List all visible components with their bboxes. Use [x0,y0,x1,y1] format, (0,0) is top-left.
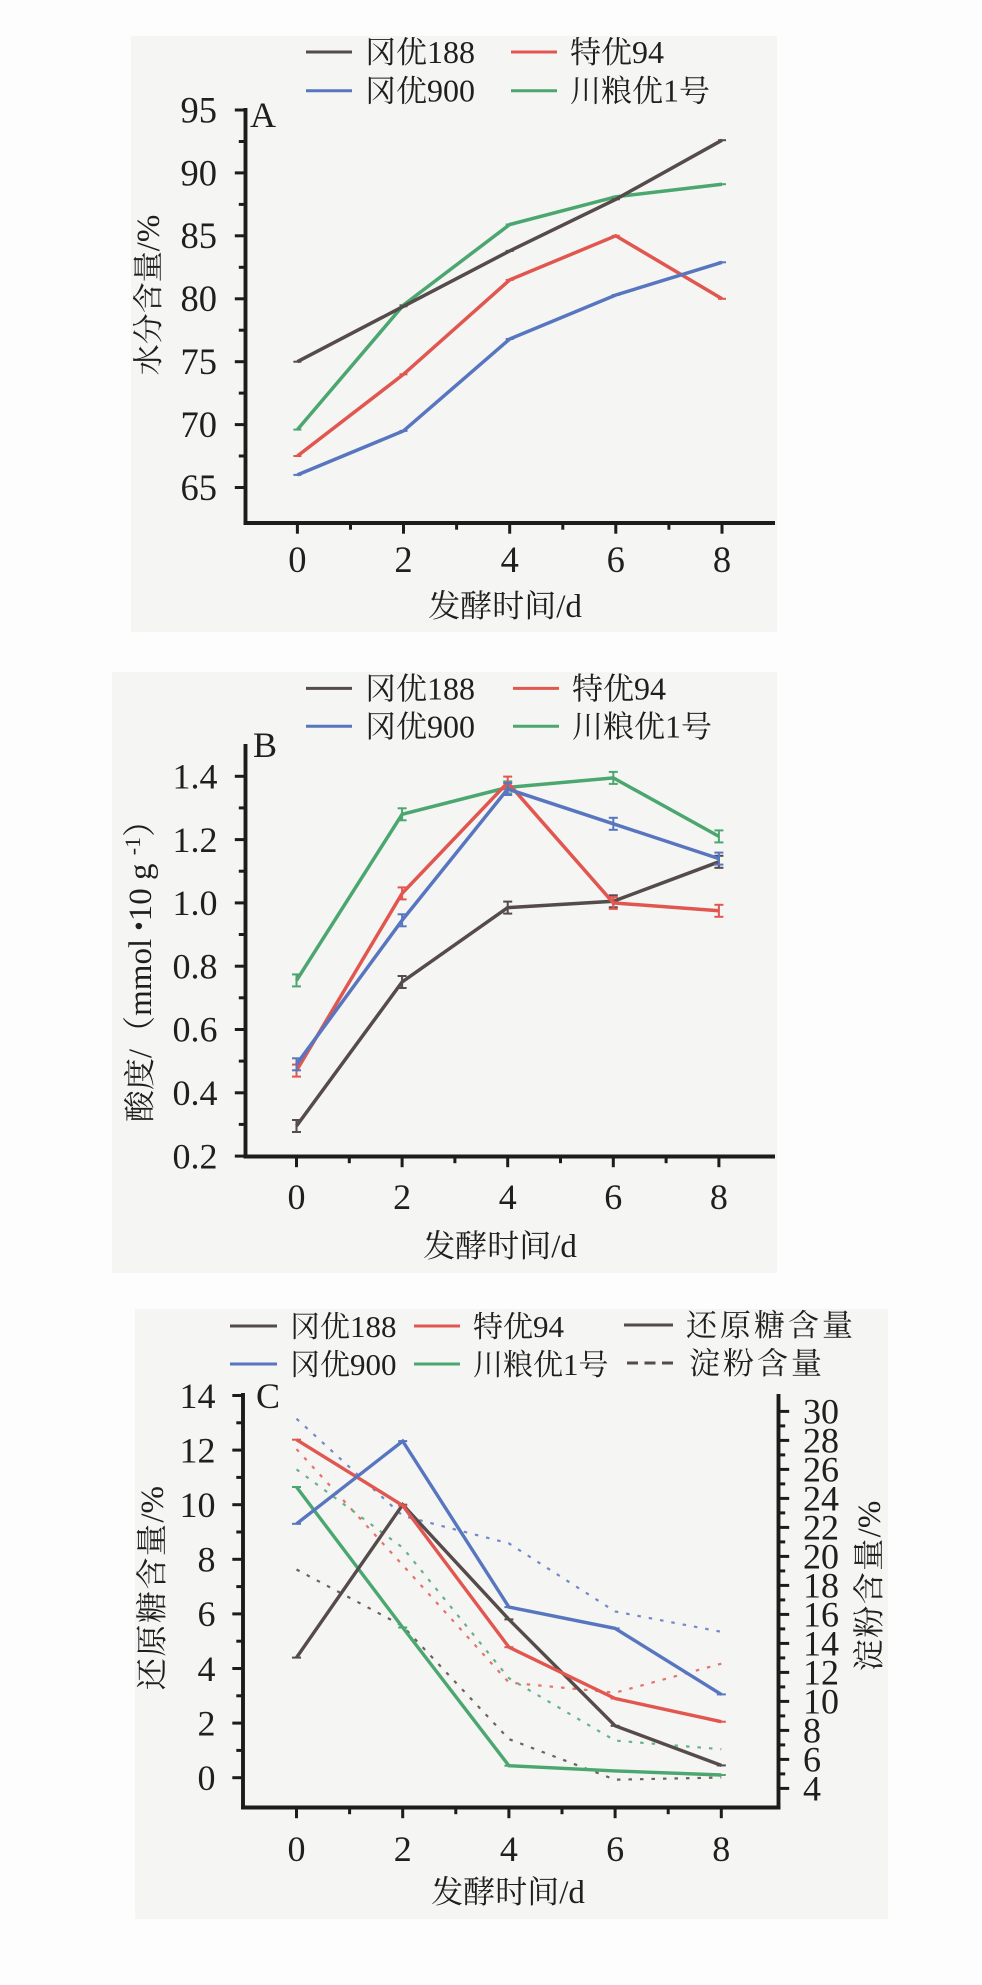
svg-text:30: 30 [803,1392,839,1432]
svg-text:6: 6 [607,539,625,580]
svg-text:85: 85 [181,215,218,256]
svg-text:900: 900 [427,708,475,744]
svg-text:2: 2 [393,1177,411,1217]
svg-text:900: 900 [350,1347,397,1382]
svg-text:0.6: 0.6 [173,1010,218,1050]
svg-text:14: 14 [180,1376,216,1416]
svg-text:2: 2 [394,1829,412,1869]
svg-text:16: 16 [803,1595,839,1635]
svg-text:6: 6 [604,1177,622,1217]
svg-text:8: 8 [713,539,731,580]
svg-text:0.4: 0.4 [173,1073,218,1113]
svg-text:10: 10 [180,1485,216,1525]
svg-text:2: 2 [198,1703,216,1743]
svg-text:1.4: 1.4 [173,757,218,797]
svg-text:mmol: mmol [123,939,159,1016]
svg-text:18: 18 [803,1566,839,1606]
svg-text:95: 95 [181,89,218,130]
svg-text:94: 94 [533,1309,565,1344]
svg-text:B: B [253,725,277,765]
svg-text:•: • [124,921,154,930]
svg-text:1: 1 [563,1347,579,1382]
svg-text:12: 12 [803,1653,839,1693]
svg-text:94: 94 [634,670,666,706]
svg-text:0.2: 0.2 [173,1136,218,1176]
svg-text:80: 80 [181,278,218,319]
svg-text:6: 6 [606,1829,624,1869]
svg-text:0.8: 0.8 [173,946,218,986]
svg-text:28: 28 [803,1421,839,1461]
svg-text:4: 4 [803,1769,821,1809]
svg-text:8: 8 [198,1540,216,1580]
svg-text:12: 12 [180,1430,216,1470]
svg-text:0: 0 [288,1829,306,1869]
svg-text:8: 8 [712,1829,730,1869]
svg-text:4: 4 [499,1177,517,1217]
svg-text:75: 75 [181,341,218,382]
svg-text:/%: /% [131,215,167,252]
svg-text:0: 0 [288,1177,306,1217]
svg-text:65: 65 [181,467,218,508]
svg-text:0: 0 [288,539,306,580]
svg-text:90: 90 [181,152,218,193]
svg-text:A: A [250,95,276,135]
svg-text:6: 6 [198,1594,216,1634]
svg-text:26: 26 [803,1450,839,1490]
svg-text:4: 4 [198,1649,216,1689]
svg-text:8: 8 [803,1711,821,1751]
svg-text:/d: /d [551,1229,577,1265]
svg-text:0: 0 [198,1758,216,1798]
svg-text:1: 1 [663,73,679,109]
svg-text:2: 2 [394,539,412,580]
svg-text:8: 8 [710,1177,728,1217]
svg-text:6: 6 [803,1740,821,1780]
svg-text:C: C [256,1376,280,1416]
svg-text:14: 14 [803,1624,839,1664]
svg-text:188: 188 [427,670,475,706]
svg-text:22: 22 [803,1508,839,1548]
svg-text:1: 1 [665,708,681,744]
svg-text:/%: /% [852,1501,888,1538]
svg-text:1.2: 1.2 [173,820,218,860]
svg-text:4: 4 [501,539,519,580]
svg-text:/d: /d [556,589,582,625]
svg-text:188: 188 [350,1309,397,1344]
svg-text:188: 188 [427,34,475,70]
svg-text:10 g: 10 g [123,863,159,921]
svg-text:10: 10 [803,1682,839,1722]
svg-text:94: 94 [632,34,664,70]
svg-text:900: 900 [427,73,475,109]
svg-text:20: 20 [803,1537,839,1577]
svg-text:/%: /% [135,1486,171,1523]
svg-text:/: / [123,1048,159,1058]
svg-text:4: 4 [500,1829,518,1869]
svg-text:-1: -1 [120,837,145,855]
svg-text:70: 70 [181,404,218,445]
svg-text:/d: /d [559,1875,585,1911]
svg-text:24: 24 [803,1479,839,1519]
svg-text:1.0: 1.0 [173,883,218,923]
